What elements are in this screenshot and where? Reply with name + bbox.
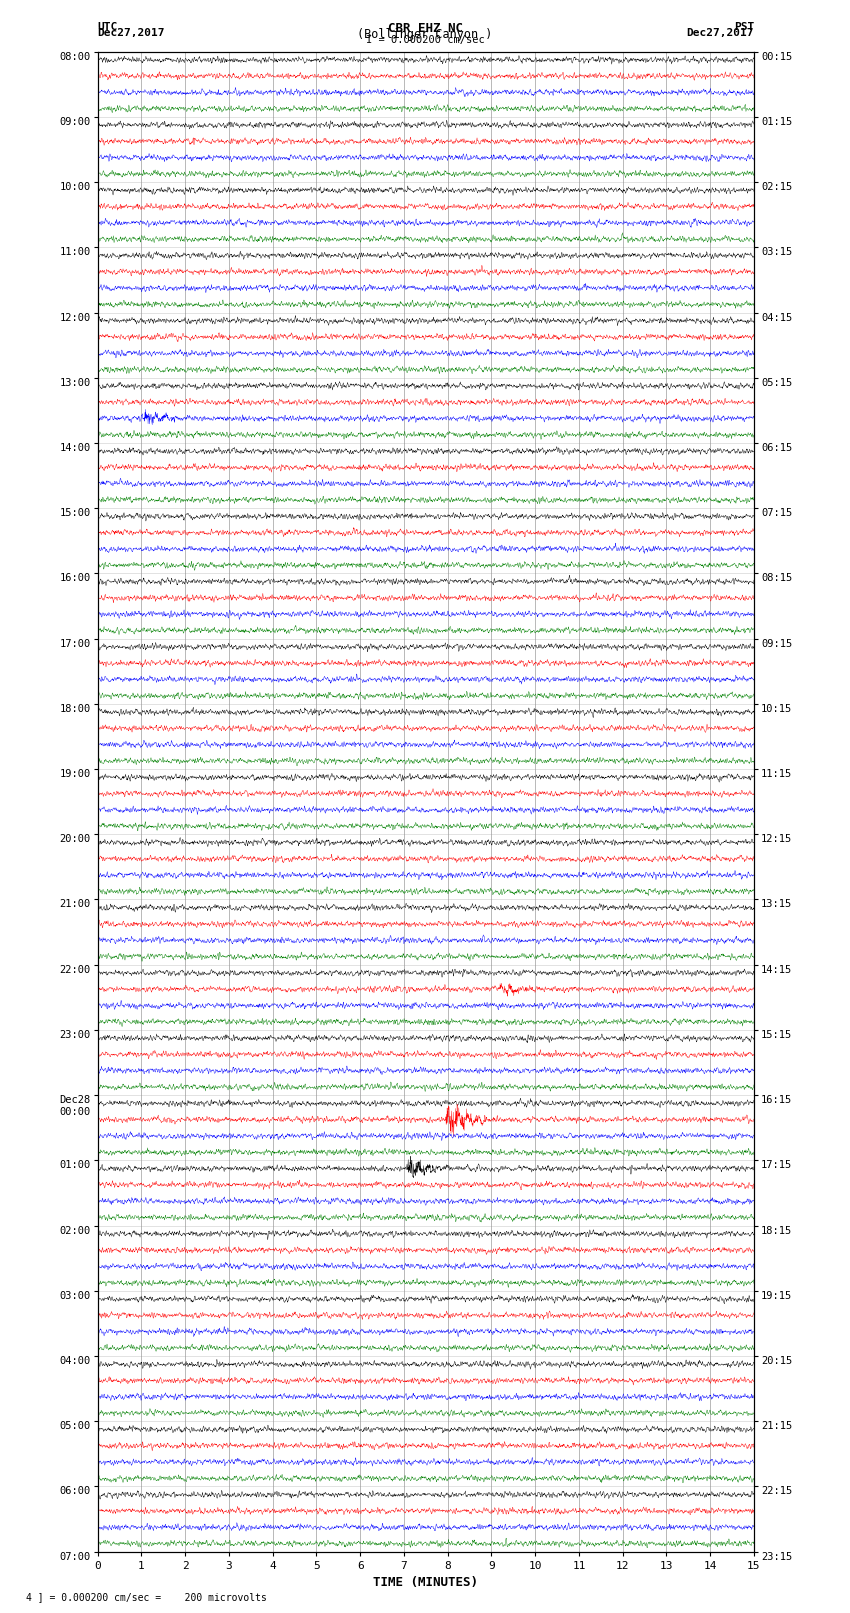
Text: Dec27,2017: Dec27,2017 [98,29,165,39]
Text: I = 0.000200 cm/sec: I = 0.000200 cm/sec [366,35,484,45]
Text: PST: PST [734,23,754,32]
Text: Dec27,2017: Dec27,2017 [687,29,754,39]
Text: CBR EHZ NC: CBR EHZ NC [388,23,462,35]
Text: 4 ] = 0.000200 cm/sec =    200 microvolts: 4 ] = 0.000200 cm/sec = 200 microvolts [26,1592,266,1602]
X-axis label: TIME (MINUTES): TIME (MINUTES) [373,1576,479,1589]
Text: UTC: UTC [98,23,118,32]
Text: (Bollinger Canyon ): (Bollinger Canyon ) [357,29,493,42]
